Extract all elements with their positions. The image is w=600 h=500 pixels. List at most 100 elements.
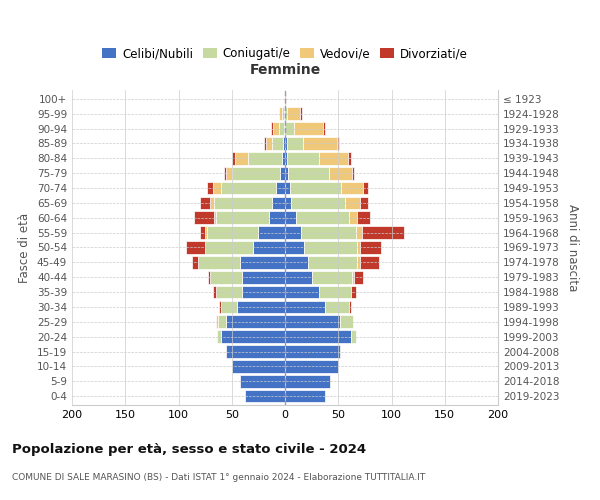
Bar [303,137,337,150]
Bar [278,122,284,135]
Bar [266,137,272,150]
Bar [285,241,304,254]
Bar [212,286,216,298]
Y-axis label: Fasce di età: Fasce di età [19,212,31,282]
Bar [287,108,300,120]
Bar [242,286,285,298]
Bar [193,256,197,268]
Bar [283,137,285,150]
Bar [285,196,292,209]
Bar [285,271,311,283]
Bar [285,316,340,328]
Bar [226,345,285,358]
Bar [329,167,352,179]
Bar [208,271,211,283]
Bar [237,300,285,313]
Bar [278,108,282,120]
Bar [351,330,356,343]
Bar [226,316,285,328]
Bar [296,212,349,224]
Bar [221,182,277,194]
Bar [214,196,272,209]
Bar [285,390,325,402]
Bar [221,300,237,313]
Bar [285,167,288,179]
Bar [211,196,214,209]
Bar [354,271,363,283]
Bar [352,167,354,179]
Bar [285,345,340,358]
Bar [248,152,282,164]
Bar [285,92,286,105]
Bar [292,196,344,209]
Bar [287,137,303,150]
Bar [194,212,214,224]
Bar [264,137,266,150]
Bar [319,286,351,298]
Bar [285,108,287,120]
Bar [323,122,325,135]
Bar [285,375,330,388]
Bar [300,108,302,120]
Bar [308,256,358,268]
Bar [285,286,319,298]
Bar [282,108,284,120]
Bar [216,212,269,224]
Bar [224,167,226,179]
Bar [348,152,351,164]
Bar [285,137,287,150]
Bar [359,256,379,268]
Bar [349,300,351,313]
Bar [253,241,285,254]
Bar [319,152,348,164]
Bar [207,226,259,239]
Bar [271,122,273,135]
Bar [259,226,285,239]
Bar [340,316,353,328]
Bar [358,256,359,268]
Bar [207,182,212,194]
Bar [285,330,351,343]
Bar [287,152,319,164]
Bar [280,167,285,179]
Text: Popolazione per età, sesso e stato civile - 2024: Popolazione per età, sesso e stato civil… [12,442,366,456]
Bar [272,196,285,209]
Bar [285,152,287,164]
Bar [285,212,296,224]
Bar [284,108,285,120]
Bar [359,196,368,209]
Bar [282,152,285,164]
Bar [205,241,253,254]
Bar [216,286,242,298]
Bar [288,167,329,179]
Bar [301,226,356,239]
Bar [290,182,341,194]
Bar [232,167,280,179]
Legend: Celibi/Nubili, Coniugati/e, Vedovi/e, Divorziati/e: Celibi/Nubili, Coniugati/e, Vedovi/e, Di… [97,42,473,65]
Bar [352,271,354,283]
Bar [232,152,235,164]
Bar [221,330,285,343]
Bar [273,122,278,135]
Bar [358,241,359,254]
Bar [337,137,340,150]
Bar [245,390,285,402]
Bar [285,182,290,194]
Bar [344,196,359,209]
Bar [212,182,221,194]
Bar [325,300,349,313]
Bar [232,360,285,372]
Bar [197,256,240,268]
Bar [218,316,226,328]
Bar [277,182,285,194]
Bar [219,300,221,313]
Text: Femmine: Femmine [250,64,320,78]
Bar [293,122,323,135]
Bar [363,182,368,194]
Bar [349,212,358,224]
Bar [285,256,308,268]
Bar [216,316,218,328]
Bar [356,226,362,239]
Bar [242,271,285,283]
Bar [304,241,358,254]
